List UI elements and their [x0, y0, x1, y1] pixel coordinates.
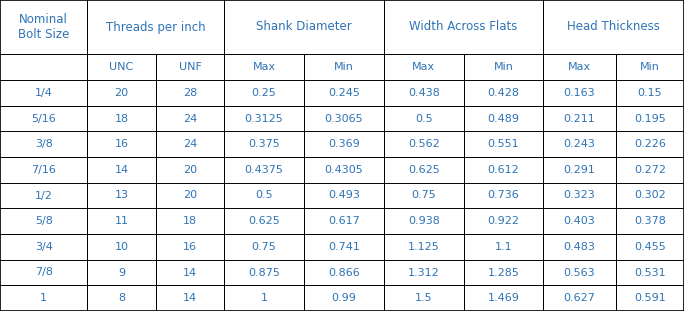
Text: 0.551: 0.551: [488, 139, 519, 149]
Text: 0.563: 0.563: [564, 267, 595, 277]
Text: 1.1: 1.1: [495, 242, 512, 252]
Text: 7/8: 7/8: [35, 267, 53, 277]
Text: Min: Min: [494, 62, 514, 72]
Text: Nominal
Bolt Size: Nominal Bolt Size: [18, 13, 69, 41]
Text: 0.483: 0.483: [564, 242, 596, 252]
Text: 0.428: 0.428: [488, 88, 520, 98]
Text: 0.291: 0.291: [564, 165, 596, 175]
Text: 0.4375: 0.4375: [245, 165, 284, 175]
Text: 0.75: 0.75: [252, 242, 276, 252]
Text: 0.369: 0.369: [328, 139, 360, 149]
Text: Head Thickness: Head Thickness: [567, 21, 660, 34]
Text: 7/16: 7/16: [31, 165, 56, 175]
Text: 0.323: 0.323: [564, 191, 595, 201]
Text: 24: 24: [183, 114, 197, 123]
Text: 14: 14: [183, 293, 197, 303]
Text: 0.243: 0.243: [564, 139, 596, 149]
Text: 0.493: 0.493: [328, 191, 360, 201]
Text: 0.938: 0.938: [408, 216, 440, 226]
Text: 0.617: 0.617: [328, 216, 360, 226]
Text: Shank Diameter: Shank Diameter: [256, 21, 352, 34]
Text: Min: Min: [640, 62, 660, 72]
Text: 0.736: 0.736: [488, 191, 519, 201]
Text: 0.741: 0.741: [328, 242, 360, 252]
Text: 0.75: 0.75: [411, 191, 436, 201]
Text: 0.15: 0.15: [637, 88, 662, 98]
Text: 0.3125: 0.3125: [245, 114, 283, 123]
Text: Width Across Flats: Width Across Flats: [410, 21, 518, 34]
Text: 1/2: 1/2: [35, 191, 53, 201]
Text: 1.469: 1.469: [488, 293, 519, 303]
Text: 0.211: 0.211: [564, 114, 595, 123]
Text: 9: 9: [118, 267, 125, 277]
Text: 0.375: 0.375: [248, 139, 280, 149]
Text: 0.4305: 0.4305: [324, 165, 363, 175]
Text: 0.245: 0.245: [328, 88, 360, 98]
Text: 14: 14: [183, 267, 197, 277]
Text: 0.438: 0.438: [408, 88, 440, 98]
Text: 0.99: 0.99: [332, 293, 356, 303]
Text: 8: 8: [118, 293, 125, 303]
Text: 0.922: 0.922: [488, 216, 520, 226]
Text: 0.627: 0.627: [564, 293, 596, 303]
Text: 20: 20: [183, 191, 197, 201]
Text: 1: 1: [40, 293, 47, 303]
Text: 13: 13: [115, 191, 129, 201]
Text: 5/16: 5/16: [31, 114, 56, 123]
Text: 5/8: 5/8: [35, 216, 53, 226]
Text: 1/4: 1/4: [35, 88, 53, 98]
Text: 0.5: 0.5: [255, 191, 273, 201]
Text: 3/4: 3/4: [35, 242, 53, 252]
Text: UNF: UNF: [179, 62, 201, 72]
Text: 0.612: 0.612: [488, 165, 519, 175]
Text: Max: Max: [568, 62, 591, 72]
Text: 0.195: 0.195: [634, 114, 666, 123]
Text: 1.285: 1.285: [488, 267, 519, 277]
Text: Min: Min: [334, 62, 354, 72]
Text: 0.591: 0.591: [634, 293, 666, 303]
Text: 0.455: 0.455: [634, 242, 666, 252]
Text: 0.3065: 0.3065: [325, 114, 363, 123]
Text: 0.163: 0.163: [564, 88, 595, 98]
Text: 16: 16: [183, 242, 197, 252]
Text: 0.625: 0.625: [408, 165, 440, 175]
Text: 1.5: 1.5: [415, 293, 432, 303]
Text: Threads per inch: Threads per inch: [106, 21, 206, 34]
Text: 0.226: 0.226: [634, 139, 666, 149]
Text: 0.625: 0.625: [248, 216, 280, 226]
Text: 0.875: 0.875: [248, 267, 280, 277]
Text: 3/8: 3/8: [35, 139, 53, 149]
Text: 18: 18: [183, 216, 197, 226]
Text: 20: 20: [114, 88, 129, 98]
Text: 1.125: 1.125: [408, 242, 440, 252]
Text: 0.378: 0.378: [634, 216, 666, 226]
Text: 0.5: 0.5: [415, 114, 432, 123]
Text: Max: Max: [252, 62, 276, 72]
Text: 1: 1: [261, 293, 267, 303]
Text: 0.866: 0.866: [328, 267, 360, 277]
Text: 11: 11: [115, 216, 129, 226]
Text: 0.302: 0.302: [634, 191, 666, 201]
Text: UNC: UNC: [109, 62, 134, 72]
Text: 0.531: 0.531: [634, 267, 666, 277]
Text: 0.562: 0.562: [408, 139, 440, 149]
Text: 20: 20: [183, 165, 197, 175]
Text: 0.403: 0.403: [564, 216, 595, 226]
Text: 0.272: 0.272: [634, 165, 666, 175]
Text: 0.25: 0.25: [252, 88, 276, 98]
Text: 1.312: 1.312: [408, 267, 440, 277]
Text: 18: 18: [114, 114, 129, 123]
Text: 0.489: 0.489: [488, 114, 520, 123]
Text: 16: 16: [115, 139, 129, 149]
Text: 10: 10: [115, 242, 129, 252]
Text: 28: 28: [183, 88, 197, 98]
Text: 14: 14: [114, 165, 129, 175]
Text: 24: 24: [183, 139, 197, 149]
Text: Max: Max: [412, 62, 435, 72]
